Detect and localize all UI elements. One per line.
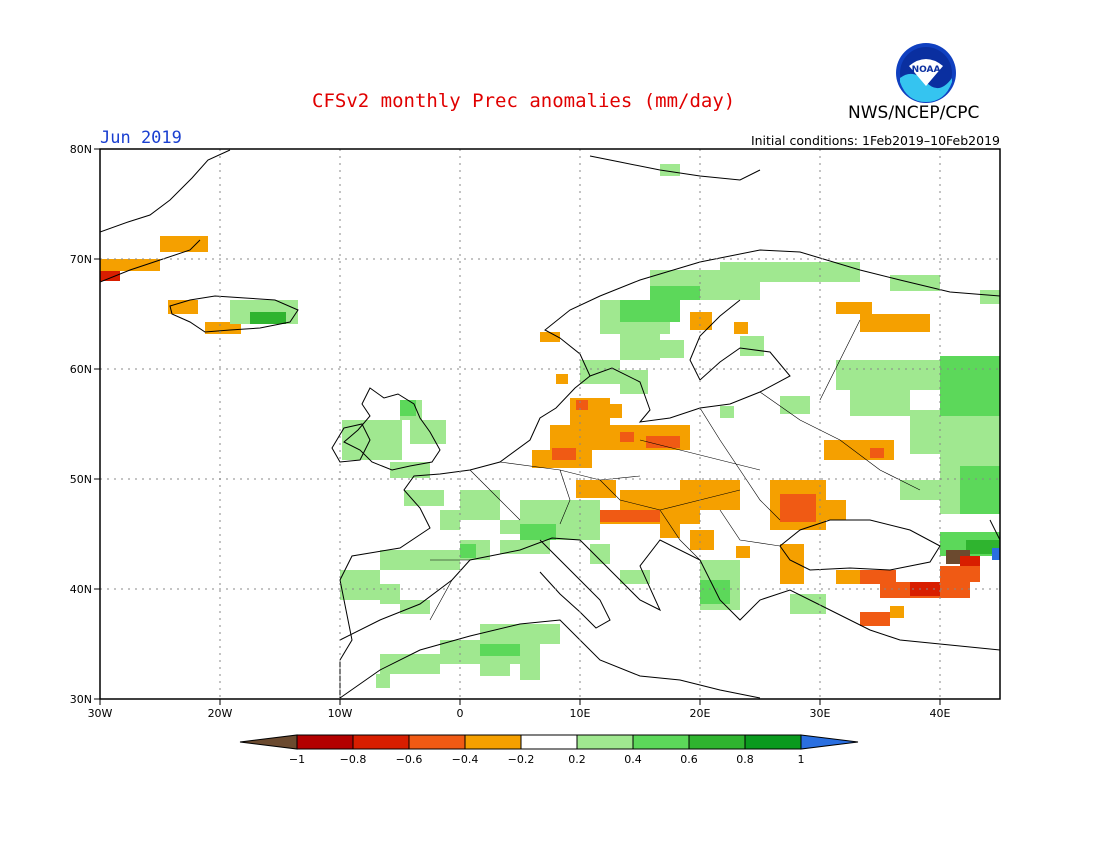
logo-text: NOAA [912,65,941,75]
lon-label: 0 [457,707,464,720]
lon-label: 30E [810,707,831,720]
colorbar-max-arrow [800,734,859,750]
north-africa-wet [376,624,560,688]
colorbar-cell [744,734,802,750]
graticule [100,149,1000,699]
mainland-coast [339,249,1000,698]
initial-conditions-label: Initial conditions: 1Feb2019–10Feb2019 [750,133,1000,148]
borders [429,319,921,621]
month-label: Jun 2019 [100,128,182,148]
iceland-coast [169,295,299,333]
colorbar-cell [464,734,522,750]
lat-label: 50N [70,473,92,486]
baltic-coast [589,299,791,423]
colorbar-tick-label: 1 [798,753,805,766]
colorbar-cell [296,734,354,750]
coastlines [100,149,1000,699]
italy-coast [539,539,611,629]
british-isles-coast [343,387,441,471]
iceland-patch [168,300,298,334]
russia-north-dry [540,302,930,384]
lat-label: 30N [70,693,92,706]
lon-label: 30W [88,707,113,720]
africa-coast [339,619,761,699]
turkey-dry [836,566,980,626]
colorbar-labels: −1 −0.8 −0.6 −0.4 −0.2 0.2 0.4 0.6 0.8 1 [289,753,805,766]
colorbar-cell [408,734,466,750]
svalbard-coast [589,155,761,181]
colorbar-tick-label: 0.2 [568,753,586,766]
north-africa-wet-dark [480,644,520,656]
longitude-labels: 30W 20W 10W 0 10E 20E 30E 40E [88,707,951,720]
colorbar-cell [352,734,410,750]
colorbar [239,734,859,750]
central-europe-red [552,400,884,522]
colorbar-tick-label: −0.8 [340,753,367,766]
colorbar-tick-label: −0.6 [396,753,423,766]
latitude-labels: 80N 70N 60N 50N 40N 30N [70,143,92,706]
colorbar-tick-label: −0.4 [452,753,479,766]
colorbar-tick-label: 0.8 [736,753,754,766]
eastern-wet-dark [940,356,1000,556]
chart-title: CFSv2 monthly Prec anomalies (mm/day) [312,90,736,112]
colorbar-min-arrow [239,734,298,750]
greenland-coast [100,149,231,283]
map-frame [99,148,1001,700]
lat-label: 80N [70,143,92,156]
scandinavia-wet-dark [620,286,700,322]
greenland-dry-patch [100,236,208,281]
caspian-coast [989,519,1000,541]
lon-label: 20W [208,707,233,720]
lon-label: 10E [570,707,591,720]
colorbar-tick-label: −1 [289,753,305,766]
lat-label: 60N [70,363,92,376]
axis-ticks [94,148,941,705]
colorbar-cell [576,734,634,750]
colorbar-cell [632,734,690,750]
mediterranean-coast [339,537,1000,651]
ireland-coast [331,423,371,463]
noaa-logo: NOAA [895,42,957,104]
lon-label: 20E [690,707,711,720]
western-europe-wet-dark [400,400,730,604]
lat-label: 70N [70,253,92,266]
lat-label: 40N [70,583,92,596]
scandinavia-wet [580,164,1000,394]
colorbar-cell [688,734,746,750]
lon-label: 40E [930,707,951,720]
central-europe-dry [532,398,894,584]
colorbar-tick-label: −0.2 [508,753,535,766]
colorbar-tick-label: 0.4 [624,753,642,766]
colorbar-cell [520,734,578,750]
black-sea-coast [779,519,941,571]
anomaly-field [100,164,1000,688]
lon-label: 10W [328,707,353,720]
organization-label: NWS/NCEP/CPC [848,103,980,123]
colorbar-tick-label: 0.6 [680,753,698,766]
